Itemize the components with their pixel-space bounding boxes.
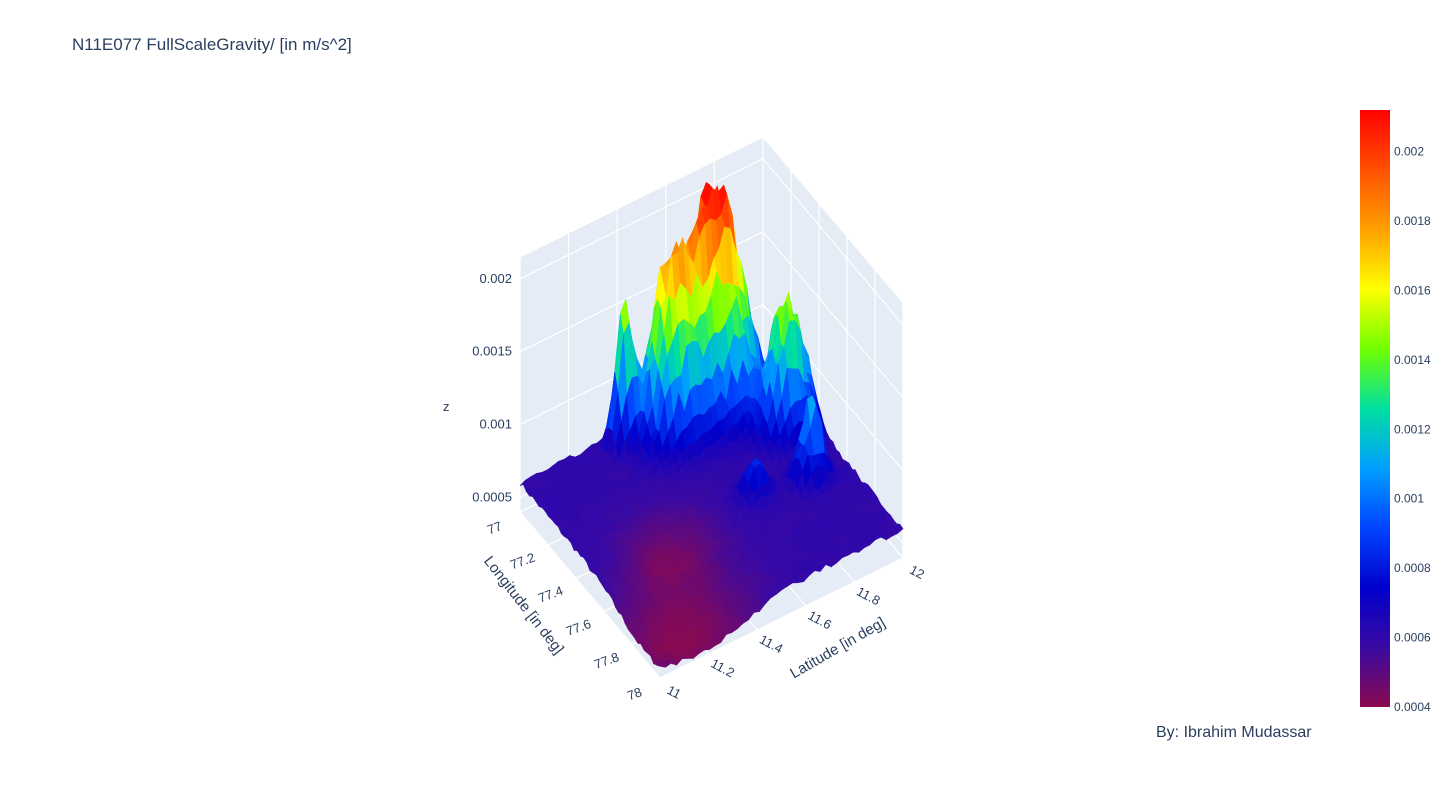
gridline xyxy=(762,158,904,326)
colorbar-tick-label: 0.002 xyxy=(1394,145,1424,159)
x-axis-title: Latitude [in deg] xyxy=(787,614,888,682)
colorbar-tick-label: 0.0004 xyxy=(1394,700,1431,714)
y-tick-label: 78 xyxy=(625,684,644,703)
colorbar: 0.0004 0.0006 0.0008 0.001 0.0012 0.0014 0.001… xyxy=(1360,110,1431,714)
z-tick-label: 0.0005 xyxy=(472,489,512,504)
colorbar-tick-label: 0.0008 xyxy=(1394,561,1431,575)
gravity-surface[interactable] xyxy=(519,181,904,668)
y-tick-label: 77.8 xyxy=(592,649,621,672)
gridline xyxy=(519,511,661,679)
gridline xyxy=(519,158,764,280)
colorbar-tick-label: 0.0012 xyxy=(1394,422,1431,436)
z-tick-label: 0.002 xyxy=(479,271,512,286)
gridline xyxy=(762,231,904,399)
x-tick-label: 11.4 xyxy=(757,632,786,657)
z-tick-label: 0.0015 xyxy=(472,344,512,359)
colorbar-tick-label: 0.001 xyxy=(1394,492,1424,506)
y-tick-label: 77.4 xyxy=(536,583,565,606)
y-tick-label: 77.6 xyxy=(564,616,593,639)
x-tick-label: 11.6 xyxy=(806,608,835,633)
x-tick-label: 12 xyxy=(907,562,927,582)
surface-cell xyxy=(656,659,667,668)
z-tick-label: 0.001 xyxy=(479,417,512,432)
colorbar-tick-label: 0.0014 xyxy=(1394,353,1431,367)
x-tick-label: 11.2 xyxy=(708,656,737,681)
colorbar-tick-label: 0.0018 xyxy=(1394,214,1431,228)
colorbar-tick-label: 0.0006 xyxy=(1394,631,1431,645)
x-tick-label: 11 xyxy=(665,682,684,702)
colorbar-gradient xyxy=(1360,110,1390,707)
y-tick-label: 77.2 xyxy=(508,550,537,573)
colorbar-tick-label: 0.0016 xyxy=(1394,283,1431,297)
y-tick-label: 77 xyxy=(485,518,504,537)
author-credit: By: Ibrahim Mudassar xyxy=(1156,724,1312,741)
z-axis-title: z xyxy=(443,399,450,414)
x-tick-label: 11.8 xyxy=(854,584,883,609)
gridline xyxy=(659,557,904,679)
y-axis-title: Longitude [in deg] xyxy=(480,553,567,657)
chart-title: N11E077 FullScaleGravity/ [in m/s^2] xyxy=(72,35,352,54)
